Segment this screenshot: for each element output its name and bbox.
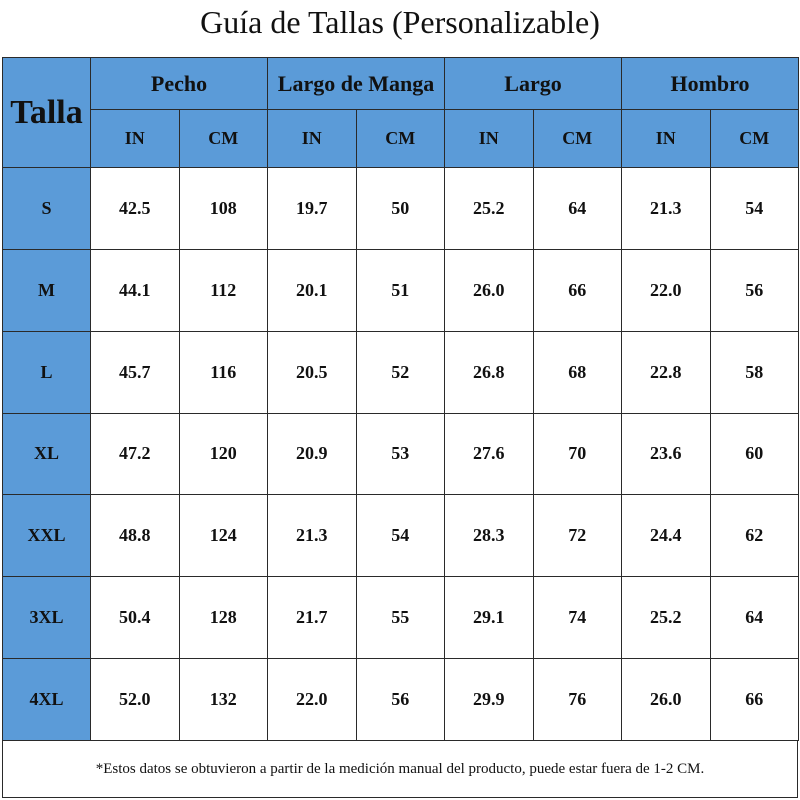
measure-cell: 54 — [355, 494, 445, 578]
measure-cell: 52 — [355, 330, 445, 414]
measure-cell: 45.7 — [90, 330, 180, 414]
corner-header: Talla — [2, 57, 91, 168]
measure-cell: 54 — [709, 167, 799, 250]
measure-cell: 48.8 — [90, 494, 180, 578]
measure-cell: 62 — [709, 494, 799, 578]
measure-cell: 66 — [532, 248, 622, 332]
measure-cell: 51 — [355, 248, 445, 332]
measure-cell: 116 — [178, 330, 268, 414]
measure-cell: 50 — [355, 167, 445, 250]
measure-cell: 25.2 — [444, 167, 534, 250]
measure-cell: 56 — [355, 658, 445, 741]
measure-cell: 20.9 — [267, 412, 357, 496]
measure-cell: 56 — [709, 248, 799, 332]
measure-cell: 47.2 — [90, 412, 180, 496]
measure-cell: 132 — [178, 658, 268, 741]
unit-header: IN — [444, 109, 534, 168]
measure-cell: 21.3 — [621, 167, 711, 250]
measure-cell: 26.8 — [444, 330, 534, 414]
measure-cell: 68 — [532, 330, 622, 414]
measure-cell: 50.4 — [90, 576, 180, 660]
size-label: XXL — [2, 494, 91, 578]
measure-cell: 120 — [178, 412, 268, 496]
footnote: *Estos datos se obtuvieron a partir de l… — [2, 740, 798, 798]
measure-cell: 21.7 — [267, 576, 357, 660]
measure-cell: 74 — [532, 576, 622, 660]
measure-cell: 70 — [532, 412, 622, 496]
measure-cell: 108 — [178, 167, 268, 250]
measure-cell: 53 — [355, 412, 445, 496]
measure-cell: 76 — [532, 658, 622, 741]
measure-cell: 29.9 — [444, 658, 534, 741]
measure-cell: 124 — [178, 494, 268, 578]
unit-header: CM — [178, 109, 268, 168]
unit-header: CM — [532, 109, 622, 168]
unit-header: CM — [709, 109, 799, 168]
measure-cell: 24.4 — [621, 494, 711, 578]
measure-cell: 42.5 — [90, 167, 180, 250]
title: Guía de Tallas (Personalizable) — [200, 4, 600, 40]
size-label: 4XL — [2, 658, 91, 741]
measure-cell: 29.1 — [444, 576, 534, 660]
measure-cell: 64 — [709, 576, 799, 660]
measure-cell: 25.2 — [621, 576, 711, 660]
size-label: M — [2, 248, 91, 332]
size-label: L — [2, 330, 91, 414]
measure-cell: 72 — [532, 494, 622, 578]
unit-header: IN — [267, 109, 357, 168]
group-header: Hombro — [621, 57, 799, 110]
measure-cell: 58 — [709, 330, 799, 414]
measure-cell: 112 — [178, 248, 268, 332]
measure-cell: 44.1 — [90, 248, 180, 332]
unit-header: CM — [355, 109, 445, 168]
measure-cell: 22.0 — [621, 248, 711, 332]
measure-cell: 22.0 — [267, 658, 357, 741]
measure-cell: 26.0 — [444, 248, 534, 332]
unit-header: IN — [90, 109, 180, 168]
measure-cell: 20.1 — [267, 248, 357, 332]
measure-cell: 52.0 — [90, 658, 180, 741]
measure-cell: 26.0 — [621, 658, 711, 741]
measure-cell: 22.8 — [621, 330, 711, 414]
measure-cell: 55 — [355, 576, 445, 660]
measure-cell: 27.6 — [444, 412, 534, 496]
size-label: XL — [2, 412, 91, 496]
measure-cell: 23.6 — [621, 412, 711, 496]
measure-cell: 19.7 — [267, 167, 357, 250]
measure-cell: 20.5 — [267, 330, 357, 414]
group-header: Pecho — [90, 57, 268, 110]
measure-cell: 64 — [532, 167, 622, 250]
size-label: 3XL — [2, 576, 91, 660]
measure-cell: 128 — [178, 576, 268, 660]
size-label: S — [2, 167, 91, 250]
measure-cell: 66 — [709, 658, 799, 741]
group-header: Largo — [444, 57, 622, 110]
unit-header: IN — [621, 109, 711, 168]
measure-cell: 28.3 — [444, 494, 534, 578]
group-header: Largo de Manga — [267, 57, 445, 110]
measure-cell: 60 — [709, 412, 799, 496]
measure-cell: 21.3 — [267, 494, 357, 578]
